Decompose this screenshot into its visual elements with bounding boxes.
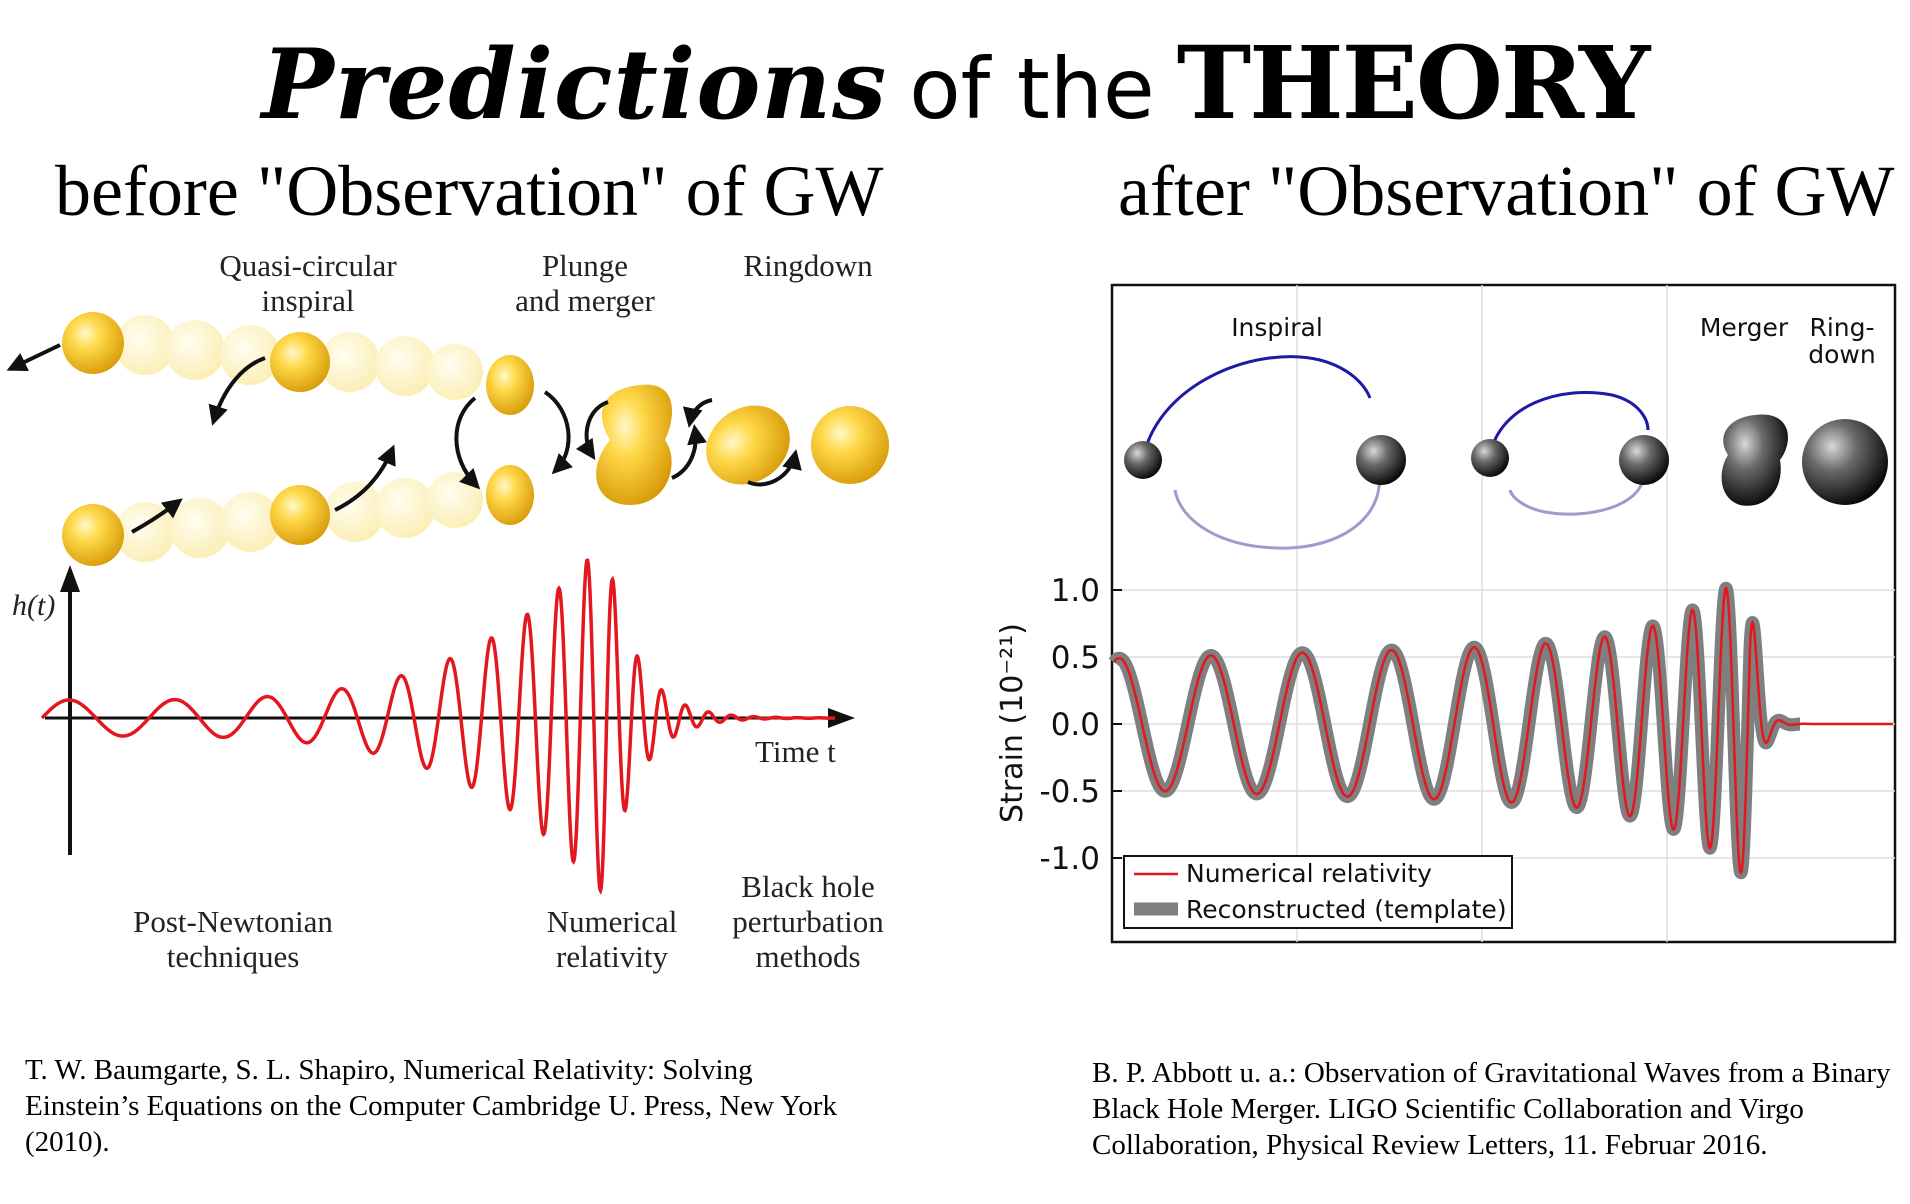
subtitle-before: before "Observation" of GW [55,151,884,231]
reference-left: T. W. Baumgarte, S. L. Shapiro, Numerica… [25,1054,837,1158]
right-chart: Inspiral Merger Ring- down 1.0 0.5 0.0 -0.5… [995,283,1897,944]
chart-grid [1296,285,1668,942]
method-label-bh-2: perturbation [732,904,884,939]
y-axis-label: h(t) [12,589,55,622]
x-axis-arrowhead [828,708,855,728]
slide-title: Predictions of the THEORY [0,18,1910,179]
phase-label-inspiral-2: inspiral [262,283,355,318]
left-axes [45,565,855,855]
phase-label-ringdown-2: down [1808,340,1875,369]
phase-label-inspiral-1: Quasi-circular [219,248,397,283]
orbit-arrows [6,343,802,534]
legend-label-template: Reconstructed (template) [1186,895,1507,924]
phase-label-ringdown: Ringdown [743,248,873,283]
title-theory: THEORY [1176,24,1651,142]
x-axis-label: Time t [755,734,836,769]
inspiral-trail-upper [115,315,483,400]
chirp-waveform [40,558,835,896]
method-label-pn-2: techniques [167,939,300,974]
method-label-bh-1: Black hole [741,869,874,904]
legend-label-nr: Numerical relativity [1186,859,1432,888]
y-axis-arrowhead [60,565,80,592]
method-label-bh-3: methods [755,939,860,974]
black-holes-right [1124,414,1888,506]
y-axis-title: Strain (10⁻²¹) [995,623,1030,823]
black-holes-left [62,312,889,566]
y-tick-label: -0.5 [1040,774,1101,810]
remnant-black-hole [1802,419,1888,505]
method-label-nr-1: Numerical [547,904,678,939]
y-tick-label: -1.0 [1040,841,1101,877]
merger-black-hole [1721,414,1788,506]
method-label-nr-2: relativity [556,939,668,974]
phase-label-inspiral: Inspiral [1231,313,1323,342]
method-label-pn-1: Post-Newtonian [133,904,333,939]
left-diagram: Quasi-circular inspiral Plunge and merge… [6,248,889,974]
title-predictions: Predictions [261,28,888,141]
phase-label-plunge-1: Plunge [542,248,628,283]
y-tick-label: 0.0 [1051,707,1100,743]
phase-label-ringdown-1: Ring- [1809,313,1874,342]
y-tick-label: 1.0 [1051,573,1100,609]
orbit-paths [1141,355,1650,550]
title-middle: of the [909,40,1155,138]
series-numerical-relativity [1112,585,1893,876]
reference-right: B. P. Abbott u. a.: Observation of Gravi… [1092,1057,1891,1161]
phase-label-merger: Merger [1700,313,1789,342]
y-tick-label: 0.5 [1051,640,1100,676]
chart-frame [1110,283,1897,944]
chart-legend: Numerical relativity Reconstructed (temp… [1123,855,1513,929]
phase-label-plunge-2: and merger [515,283,655,318]
subtitle-after: after "Observation" of GW [1118,151,1895,231]
